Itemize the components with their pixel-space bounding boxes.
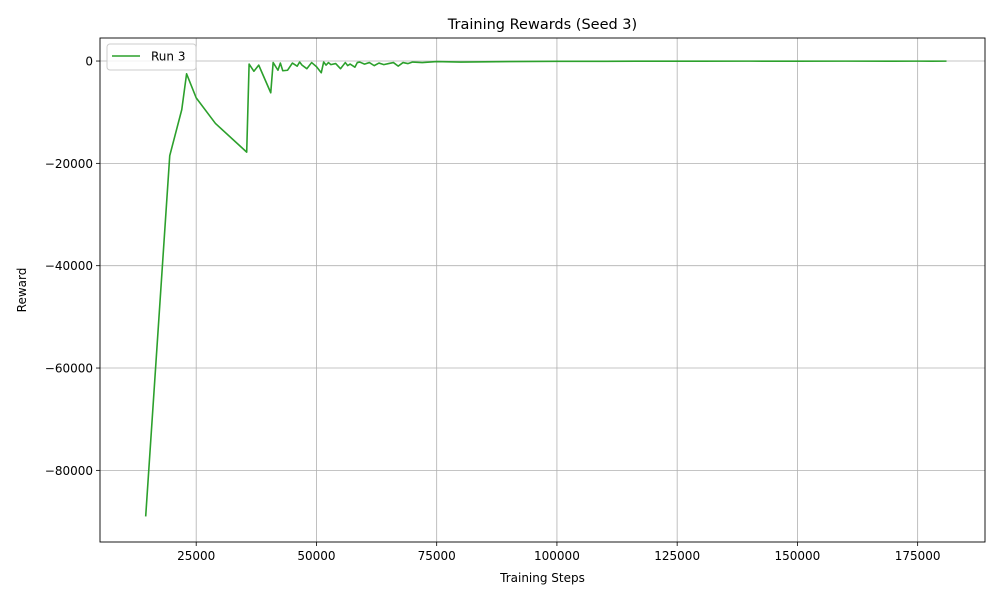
x-tick-label: 100000 [534,549,580,563]
plot-frame [99,37,986,543]
x-tick-label: 75000 [418,549,456,563]
y-tick-label: 0 [85,55,93,69]
x-tick-label: 50000 [297,549,335,563]
y-tick-label: −80000 [45,464,93,478]
x-tick-label: 25000 [177,549,215,563]
chart-title: Training Rewards (Seed 3) [447,17,637,33]
x-axis-ticks: 25000 50000 75000 100000 125000 150000 175000 [177,542,941,563]
y-tick-label: −40000 [45,259,93,273]
x-axis-label: Training Steps [499,571,585,585]
legend-entry-run-3: Run 3 [151,50,185,64]
x-tick-label: 150000 [775,549,821,563]
legend: Run 3 [106,43,197,71]
series-line-run-3 [144,60,947,517]
x-tick-label: 175000 [895,549,941,563]
grid [100,38,985,542]
y-axis-label: Reward [15,268,29,313]
legend-box [106,43,197,71]
series-group [144,60,947,517]
y-tick-label: −20000 [45,157,93,171]
y-tick-label: −60000 [45,362,93,376]
x-tick-label: 125000 [654,549,700,563]
plot-background [100,38,985,542]
y-axis-ticks: 0 −20000 −40000 −60000 −80000 [45,55,100,478]
